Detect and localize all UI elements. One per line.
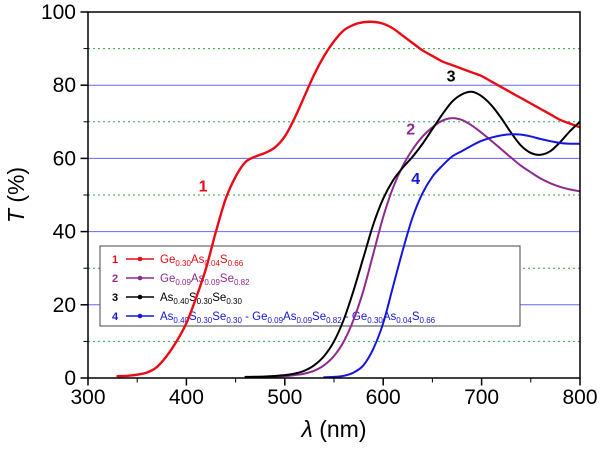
legend-entry-number: 4: [112, 311, 119, 323]
curve-4: [323, 133, 580, 379]
legend-entry-formula: As0.40S0.30Se0.30: [160, 292, 242, 306]
legend: 1 Ge0.30As0.04S0.66 2 Ge0.09As0.09Se0.82 3 As…: [99, 245, 521, 327]
curve-label-1: 1: [199, 178, 208, 195]
x-tick-label: 400: [169, 386, 204, 409]
legend-entry-number: 2: [112, 273, 118, 285]
y-tick-label: 60: [53, 147, 76, 170]
y-tick-label: 0: [64, 367, 76, 390]
curve-label-3: 3: [447, 69, 456, 86]
legend-marker-dot: [137, 313, 143, 319]
legend-marker-dot: [137, 294, 143, 300]
curve-1: [116, 20, 580, 378]
x-tick-label: 700: [464, 386, 499, 409]
y-tick-label: 100: [41, 1, 76, 24]
curves: [116, 20, 580, 379]
legend-entry-formula: Ge0.30As0.04S0.66: [160, 254, 244, 268]
legend-box: [99, 245, 521, 327]
curve-label-4: 4: [411, 171, 420, 188]
curve-3: [244, 90, 580, 378]
y-tick-label: 20: [53, 294, 76, 317]
x-tick-label: 300: [70, 386, 105, 409]
curve-2: [244, 117, 580, 379]
y-tick-label: 80: [53, 74, 76, 97]
legend-marker-dot: [137, 275, 143, 281]
x-tick-label: 600: [366, 386, 401, 409]
x-axis-label: λ (nm): [300, 416, 367, 442]
y-tick-label: 40: [53, 221, 76, 244]
legend-marker-dot: [137, 256, 143, 262]
legend-entry-number: 3: [112, 292, 118, 304]
x-tick-label: 800: [562, 386, 597, 409]
legend-entry-number: 1: [112, 254, 118, 266]
x-tick-label: 500: [267, 386, 302, 409]
legend-entry-formula: As0.40S0.30Se0.30 - Ge0.09As0.09Se0.82 -…: [160, 311, 436, 325]
y-axis-label: T (%): [3, 167, 29, 223]
curve-label-2: 2: [406, 122, 415, 139]
legend-entry-formula: Ge0.09As0.09Se0.82: [160, 273, 250, 287]
axis-ticks: 300 400 500 600 700 800 0 20 40 60 80 100: [41, 1, 598, 409]
